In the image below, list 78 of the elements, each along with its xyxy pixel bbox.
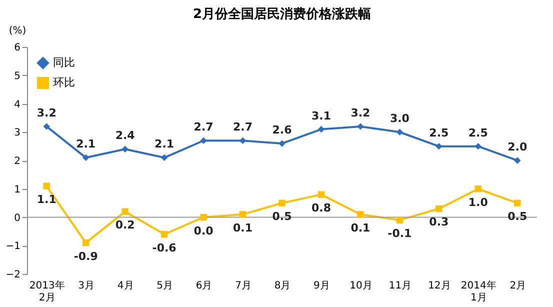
point (82, 239, 90, 246)
point (396, 216, 404, 224)
point (436, 142, 442, 150)
data-label: 2.1 (76, 138, 96, 151)
data-label: 0.5 (508, 210, 528, 224)
point (357, 123, 364, 130)
data-label: 2.6 (272, 123, 292, 136)
y-tick-label: 4 (14, 99, 20, 110)
data-label: 2.7 (233, 120, 253, 134)
point (239, 211, 246, 218)
legend-label: 同比 (53, 56, 75, 69)
x-tick-label: 11月 (388, 280, 412, 292)
x-tick-label: 9月 (314, 280, 330, 292)
point (82, 154, 90, 162)
data-label: 1.1 (36, 193, 56, 206)
x-tick-label: 5月 (156, 280, 173, 292)
y-tick-label: 1 (14, 184, 20, 196)
data-label: 0.1 (233, 221, 253, 234)
data-label: -0.9 (74, 250, 98, 263)
point (474, 142, 482, 150)
x-tick-label: 7月 (235, 280, 252, 292)
data-label: -0.1 (388, 227, 412, 240)
x-tick-label: 3月 (78, 280, 95, 292)
chart-title: 2月份全国居民消费价格涨跌幅 (192, 7, 372, 22)
point (200, 137, 207, 144)
point (160, 154, 168, 162)
data-label: 2.4 (115, 129, 136, 142)
y-tick-label: 3 (14, 128, 20, 139)
data-label: 0.2 (115, 218, 135, 232)
data-label: 2.0 (508, 140, 528, 154)
point (122, 146, 128, 153)
point (357, 211, 364, 218)
data-label: 0.8 (311, 202, 331, 215)
point (318, 126, 325, 133)
point (122, 208, 128, 215)
point (474, 186, 482, 192)
data-label: 1.0 (468, 196, 488, 209)
point (278, 200, 286, 206)
y-tick-label: 6 (14, 42, 20, 54)
data-label: 3.2 (350, 106, 370, 120)
point (160, 230, 168, 238)
x-tick-label: 10月 (350, 280, 372, 292)
data-label: 2.5 (429, 126, 449, 140)
y-tick-label: 5 (14, 70, 20, 82)
x-tick-label: 12月 (428, 280, 451, 292)
point (318, 191, 325, 198)
point (43, 123, 50, 130)
data-label: 0.0 (194, 224, 214, 238)
data-label: -0.6 (152, 241, 177, 254)
point (43, 182, 50, 190)
y-tick-label: −2 (6, 270, 20, 280)
y-tick-label: 0 (14, 212, 20, 224)
point (514, 157, 521, 164)
legend-label: 环比 (53, 76, 75, 89)
data-label: 0.1 (350, 221, 370, 234)
data-label: 3.1 (311, 109, 331, 122)
data-label: 0.3 (429, 216, 449, 229)
point (239, 137, 246, 144)
y-tick-label: −1 (6, 241, 20, 252)
x-tick-label: 6月 (196, 280, 212, 292)
data-label: 2.1 (154, 138, 174, 151)
data-label: 2.7 (194, 120, 214, 134)
point (278, 140, 286, 147)
data-label: 3.0 (390, 112, 410, 126)
point (436, 205, 442, 212)
x-tick-label: 4月 (117, 280, 134, 292)
data-label: 3.2 (36, 106, 56, 120)
x-tick-label: 2013年 2月 (29, 280, 65, 304)
point (200, 214, 207, 221)
x-tick-label: 2014年 1月 (460, 280, 496, 304)
point (514, 200, 521, 206)
point (396, 128, 404, 136)
y-axis-title: (%) (8, 26, 26, 36)
data-label: 0.5 (272, 210, 292, 224)
x-tick-label: 2月 (510, 280, 526, 292)
x-tick-label: 8月 (274, 280, 291, 292)
y-tick-label: 2 (14, 156, 20, 167)
data-label: 2.5 (468, 126, 488, 140)
